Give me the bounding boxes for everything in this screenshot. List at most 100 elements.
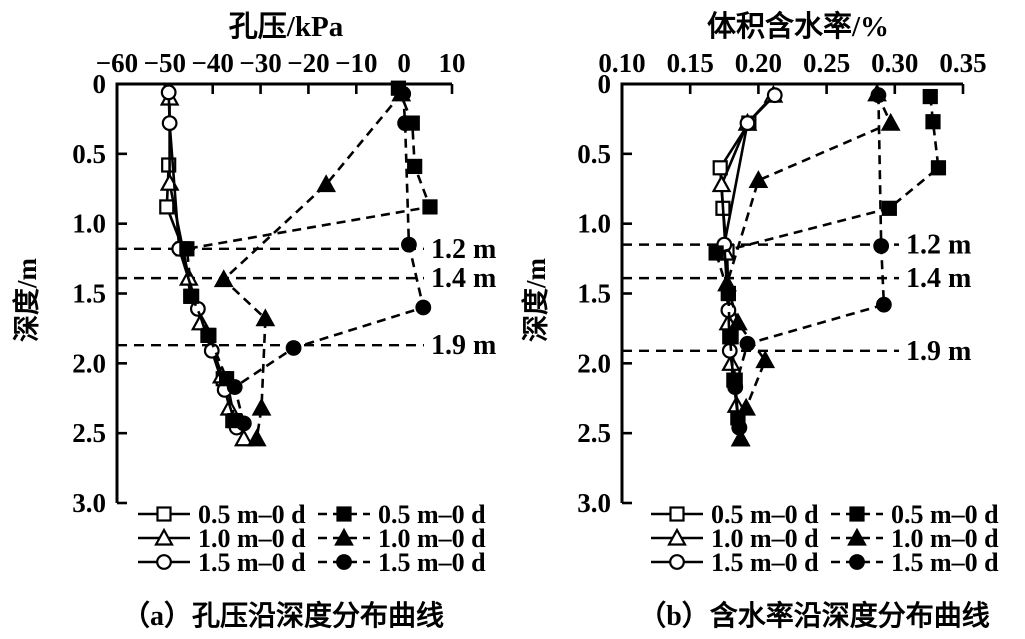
triangle-open-marker <box>233 428 254 447</box>
depth-marker-label: 1.4 m <box>906 263 971 294</box>
y-axis-label: 深度/m <box>520 257 551 342</box>
y-tick-label: 2.0 <box>577 348 611 378</box>
square-filled-marker <box>201 327 217 343</box>
legend-label: 1.5 m–0 d <box>711 548 819 577</box>
triangle-filled-marker <box>251 397 272 416</box>
circle-filled-marker <box>401 236 417 253</box>
square-filled-marker <box>722 329 738 345</box>
triangle-filled-marker <box>736 397 756 416</box>
square-filled-marker <box>336 506 352 522</box>
triangle-open-marker <box>667 527 687 546</box>
axis-frame <box>115 82 452 503</box>
x-tick-label: 0.15 <box>667 48 714 78</box>
y-tick-label: 2.5 <box>72 418 106 448</box>
triangle-filled-marker <box>748 170 769 188</box>
square-open-marker <box>669 506 685 522</box>
x-tick-label: 0 <box>397 48 411 78</box>
circle-open-marker <box>766 87 783 104</box>
series-line-dashed-square <box>714 96 940 418</box>
legend-label: 0.5 m–0 d <box>378 500 486 529</box>
y-axis-label: 深度/m <box>11 257 42 342</box>
circle-filled-marker <box>226 379 243 395</box>
circle-filled-marker <box>727 379 744 395</box>
legend: 0.5 m–0 d1.0 m–0 d1.5 m–0 d0.5 m–0 d1.0 … <box>651 500 999 577</box>
circle-filled-marker <box>873 238 890 254</box>
y-tick-label: 0.5 <box>72 139 106 169</box>
y-tick-label: 1.0 <box>72 209 106 239</box>
pore-pressure-depth-chart: 孔压/kPa 深度/m 1.2 m1.4 m1.9 m−60 −50 −40 −30−… <box>11 11 496 632</box>
x-tick-label: −50 <box>144 48 186 78</box>
series-line-dashed-circle <box>233 93 425 424</box>
legend: 0.5 m–0 d1.0 m–0 d1.5 m–0 d0.5 m–0 d1.0 … <box>138 500 486 577</box>
triangle-filled-marker <box>334 527 354 546</box>
square-filled-marker <box>184 288 200 304</box>
y-tick-label: 0 <box>93 69 107 99</box>
series-line-dashed-triangle <box>221 92 403 440</box>
depth-marker-label: 1.4 m <box>431 263 496 294</box>
x-tick-label: −30 <box>239 48 281 78</box>
triangle-filled-marker <box>847 527 867 546</box>
legend-label: 1.0 m–0 d <box>198 524 306 553</box>
series-line-dashed-triangle <box>725 93 893 440</box>
circle-open-marker <box>156 554 172 570</box>
square-filled-marker <box>922 88 938 105</box>
x-tick-label: 0.30 <box>871 48 918 78</box>
circle-filled-marker <box>875 296 892 313</box>
chart-panel-b: 体积含水率/% 深度/m 1.2 m 1.4 m 1.9 m 0.10 0.15 0.20… <box>513 0 1025 639</box>
triangle-open-marker <box>154 527 174 546</box>
series-line-dashed-circle <box>733 95 886 428</box>
circle-filled-marker <box>395 85 412 102</box>
legend-label: 1.0 m–0 d <box>711 524 819 553</box>
circle-open-marker <box>160 84 177 101</box>
y-tick-label: 0 <box>598 69 612 99</box>
circle-filled-marker <box>415 299 432 316</box>
series-line-dashed-square <box>185 87 432 421</box>
x-tick-label: −20 <box>287 48 329 78</box>
y-tick-label: 1.5 <box>72 279 106 309</box>
square-open-marker <box>156 506 172 522</box>
depth-marker-label: 1.9 m <box>431 330 496 361</box>
legend-label: 0.5 m–0 d <box>198 500 306 529</box>
chart-caption: （a）孔压沿深度分布曲线 <box>122 599 444 632</box>
x-tick-label: 0.25 <box>803 48 850 78</box>
x-tick-label: −40 <box>192 48 234 78</box>
circle-filled-marker <box>285 340 302 356</box>
circle-filled-marker <box>739 335 756 352</box>
circle-filled-marker <box>235 415 252 432</box>
water-content-depth-chart: 体积含水率/% 深度/m 1.2 m1.4 m 1.9 m 0.10 0.15 0.20… <box>520 9 999 632</box>
triangle-filled-marker <box>755 350 776 369</box>
triangle-filled-marker <box>717 273 737 292</box>
circle-open-marker <box>161 115 178 132</box>
square-filled-marker <box>925 114 941 130</box>
y-tick-label: 0.5 <box>577 139 611 169</box>
legend-label: 0.5 m–0 d <box>891 500 999 529</box>
circle-filled-marker <box>336 554 352 570</box>
legend-label: 1.5 m–0 d <box>891 548 999 577</box>
legend-label: 1.0 m–0 d <box>891 524 999 553</box>
square-filled-marker <box>708 245 724 261</box>
square-open-marker <box>712 160 728 176</box>
plot-area: 1.2 m1.4 m 1.9 m 0.10 0.15 0.20 0.25 0.30 0.35 0… <box>577 48 986 518</box>
depth-marker-label: 1.2 m <box>431 234 496 265</box>
circle-filled-marker <box>870 87 887 104</box>
y-tick-label: 2.5 <box>577 418 611 448</box>
x-tick-label: −10 <box>335 48 377 78</box>
circle-open-marker <box>189 300 206 317</box>
triangle-filled-marker <box>728 312 748 331</box>
square-filled-marker <box>849 506 865 522</box>
y-tick-label: 1.0 <box>577 209 611 239</box>
square-filled-marker <box>407 158 423 175</box>
triangle-filled-marker <box>730 428 751 447</box>
legend-label: 1.0 m–0 d <box>378 524 486 553</box>
legend-label: 1.5 m–0 d <box>378 548 486 577</box>
triangle-filled-marker <box>213 269 234 288</box>
chart-panel-a: 孔压/kPa 深度/m 1.2 m 1.4 m 1.9 m −60 −50 −40 −30−… <box>11 11 496 632</box>
circle-filled-marker <box>731 419 748 436</box>
x-tick-label: 0.10 <box>598 48 645 78</box>
x-tick-label: 10 <box>439 48 466 78</box>
triangle-filled-marker <box>255 308 276 327</box>
x-tick-label: 0.35 <box>939 48 986 78</box>
square-filled-marker <box>179 241 195 257</box>
depth-marker-label: 1.9 m <box>906 336 971 367</box>
